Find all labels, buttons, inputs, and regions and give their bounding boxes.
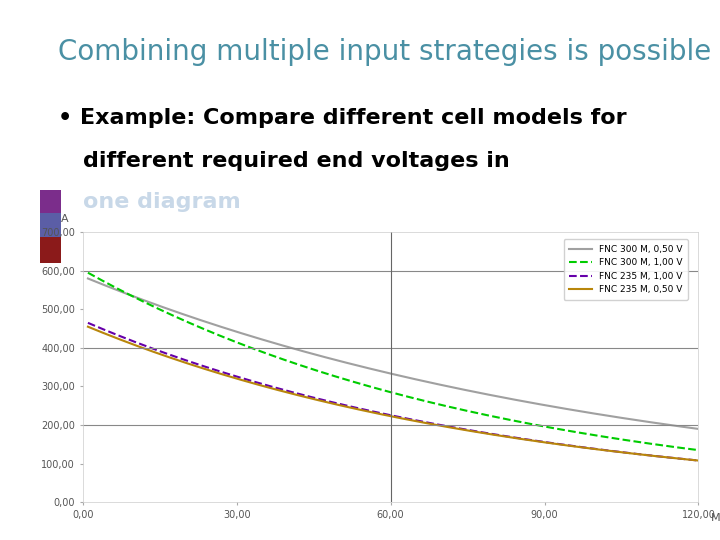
FNC 235 M, 0,50 V bbox=[527, 437, 536, 444]
FancyBboxPatch shape bbox=[40, 213, 61, 239]
Text: different required end voltages in: different required end voltages in bbox=[83, 151, 510, 171]
FNC 300 M, 0,50 V bbox=[524, 399, 533, 406]
FNC 300 M, 0,50 V bbox=[282, 343, 291, 350]
FNC 300 M, 0,50 V bbox=[527, 400, 536, 406]
FNC 300 M, 1,00 V bbox=[527, 421, 536, 427]
FNC 235 M, 1,00 V bbox=[524, 436, 533, 443]
FancyBboxPatch shape bbox=[40, 190, 61, 216]
Text: one diagram: one diagram bbox=[83, 192, 240, 212]
Legend: FNC 300 M, 0,50 V, FNC 300 M, 1,00 V, FNC 235 M, 1,00 V, FNC 235 M, 0,50 V: FNC 300 M, 0,50 V, FNC 300 M, 1,00 V, FN… bbox=[564, 239, 688, 300]
FNC 300 M, 0,50 V bbox=[84, 275, 92, 282]
Line: FNC 300 M, 1,00 V: FNC 300 M, 1,00 V bbox=[88, 273, 698, 450]
FancyBboxPatch shape bbox=[40, 237, 61, 263]
FNC 235 M, 0,50 V bbox=[468, 428, 477, 434]
FNC 300 M, 0,50 V bbox=[468, 388, 477, 395]
FNC 235 M, 1,00 V bbox=[694, 457, 703, 464]
FNC 300 M, 1,00 V bbox=[84, 269, 92, 276]
FNC 300 M, 1,00 V bbox=[325, 372, 334, 378]
FNC 235 M, 0,50 V bbox=[282, 389, 291, 396]
FNC 300 M, 0,50 V bbox=[325, 355, 334, 362]
FNC 300 M, 1,00 V bbox=[694, 447, 703, 454]
FNC 235 M, 0,50 V bbox=[157, 352, 166, 358]
FNC 300 M, 1,00 V bbox=[524, 420, 533, 427]
X-axis label: Min.: Min. bbox=[711, 513, 720, 523]
Line: FNC 235 M, 1,00 V: FNC 235 M, 1,00 V bbox=[88, 323, 698, 461]
FNC 235 M, 1,00 V bbox=[157, 348, 166, 355]
FNC 235 M, 1,00 V bbox=[468, 427, 477, 434]
FNC 235 M, 0,50 V bbox=[524, 437, 533, 443]
FNC 235 M, 1,00 V bbox=[527, 437, 536, 443]
Line: FNC 300 M, 0,50 V: FNC 300 M, 0,50 V bbox=[88, 279, 698, 429]
FNC 235 M, 1,00 V bbox=[325, 399, 334, 405]
Text: • Example: Compare different cell models for: • Example: Compare different cell models… bbox=[58, 108, 626, 128]
FNC 300 M, 1,00 V bbox=[157, 307, 166, 313]
FNC 235 M, 0,50 V bbox=[84, 323, 92, 330]
FNC 300 M, 1,00 V bbox=[282, 357, 291, 364]
FNC 300 M, 1,00 V bbox=[468, 409, 477, 415]
FNC 235 M, 1,00 V bbox=[282, 388, 291, 394]
Line: FNC 235 M, 0,50 V: FNC 235 M, 0,50 V bbox=[88, 327, 698, 461]
FNC 235 M, 0,50 V bbox=[325, 400, 334, 406]
Text: Combining multiple input strategies is possible: Combining multiple input strategies is p… bbox=[58, 38, 711, 66]
FNC 235 M, 1,00 V bbox=[84, 320, 92, 326]
FNC 235 M, 0,50 V bbox=[694, 457, 703, 464]
FNC 300 M, 0,50 V bbox=[694, 426, 703, 432]
FNC 300 M, 0,50 V bbox=[157, 303, 166, 310]
Y-axis label: A: A bbox=[60, 214, 68, 224]
